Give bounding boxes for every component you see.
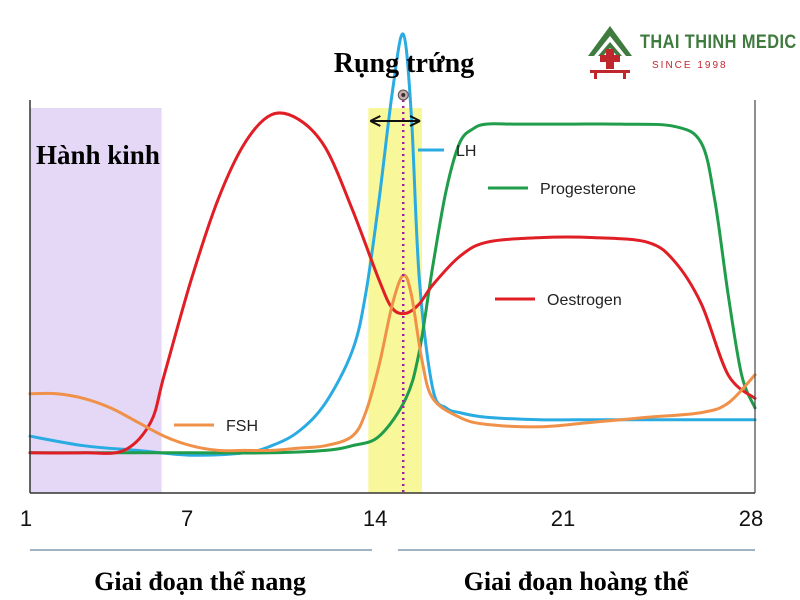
- x-tick-label: 1: [20, 506, 32, 531]
- series-line-oestrogen: [28, 111, 757, 455]
- series-line-fsh: [28, 273, 757, 453]
- logo-emblem-icon: [588, 26, 632, 79]
- ovulation-markers: [369, 89, 421, 493]
- x-axis: 1 7 14 21 28: [20, 100, 763, 531]
- logo-name: THAI THINH MEDIC: [640, 32, 797, 53]
- luteal-phase-label: Giai đoạn hoàng thể: [464, 567, 690, 596]
- arrow-right-head: [409, 115, 421, 127]
- x-tick-label: 28: [739, 506, 763, 531]
- x-tick-label: 7: [181, 506, 193, 531]
- menstruation-band: [30, 108, 162, 493]
- legend-label-fsh: FSH: [226, 418, 258, 435]
- series-lines: [28, 32, 757, 457]
- legend-label-progesterone: Progesterone: [540, 181, 636, 198]
- menstruation-label: Hành kinh: [36, 140, 160, 170]
- x-tick-label: 21: [551, 506, 575, 531]
- legend-label-oestrogen: Oestrogen: [547, 292, 622, 309]
- brand-logo: THAI THINH MEDIC SINCE 1998: [584, 22, 796, 82]
- follicular-phase-label: Giai đoạn thể nang: [94, 567, 306, 596]
- logo-since: SINCE 1998: [652, 60, 728, 71]
- ovulation-egg-center: [401, 93, 406, 97]
- series-line-progesterone: [28, 122, 757, 455]
- ovulation-label: Rụng trứng: [334, 48, 475, 79]
- legend: LH Progesterone Oestrogen FSH: [174, 143, 636, 435]
- arrow-left-head: [369, 115, 381, 127]
- x-tick-label: 14: [363, 506, 387, 531]
- legend-label-lh: LH: [456, 143, 476, 160]
